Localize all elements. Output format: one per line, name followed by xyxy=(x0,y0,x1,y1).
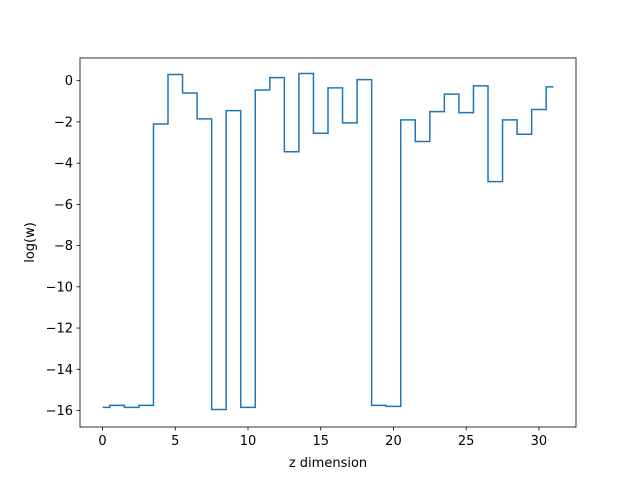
x-tick-label: 15 xyxy=(312,434,329,449)
y-tick-label: −12 xyxy=(46,322,73,337)
x-tick-label: 5 xyxy=(171,434,179,449)
axes-frame xyxy=(79,57,577,428)
y-tick-label: −10 xyxy=(46,280,73,295)
y-tick-label: −8 xyxy=(54,239,73,254)
y-tick-label: −6 xyxy=(54,198,73,213)
plot-area xyxy=(102,72,554,411)
y-tick-label: −14 xyxy=(46,363,73,378)
y-axis-label: log(w) xyxy=(23,222,38,263)
y-tick-label: 0 xyxy=(65,74,73,89)
y-tick-label: −4 xyxy=(54,157,73,172)
x-tick-label: 20 xyxy=(385,434,402,449)
series-line xyxy=(102,72,554,411)
y-tick-label: −2 xyxy=(54,115,73,130)
x-tick-label: 0 xyxy=(98,434,106,449)
y-tick-label: −16 xyxy=(46,404,73,419)
axes: 0 5 10 15 20 25 30 0 −2 −4 −6 −8 −10 −12 −14 −16 xyxy=(46,57,577,449)
x-tick-label: 10 xyxy=(240,434,257,449)
x-axis-label: z dimension xyxy=(289,456,367,471)
x-tick-label: 25 xyxy=(458,434,475,449)
x-tick-label: 30 xyxy=(531,434,548,449)
